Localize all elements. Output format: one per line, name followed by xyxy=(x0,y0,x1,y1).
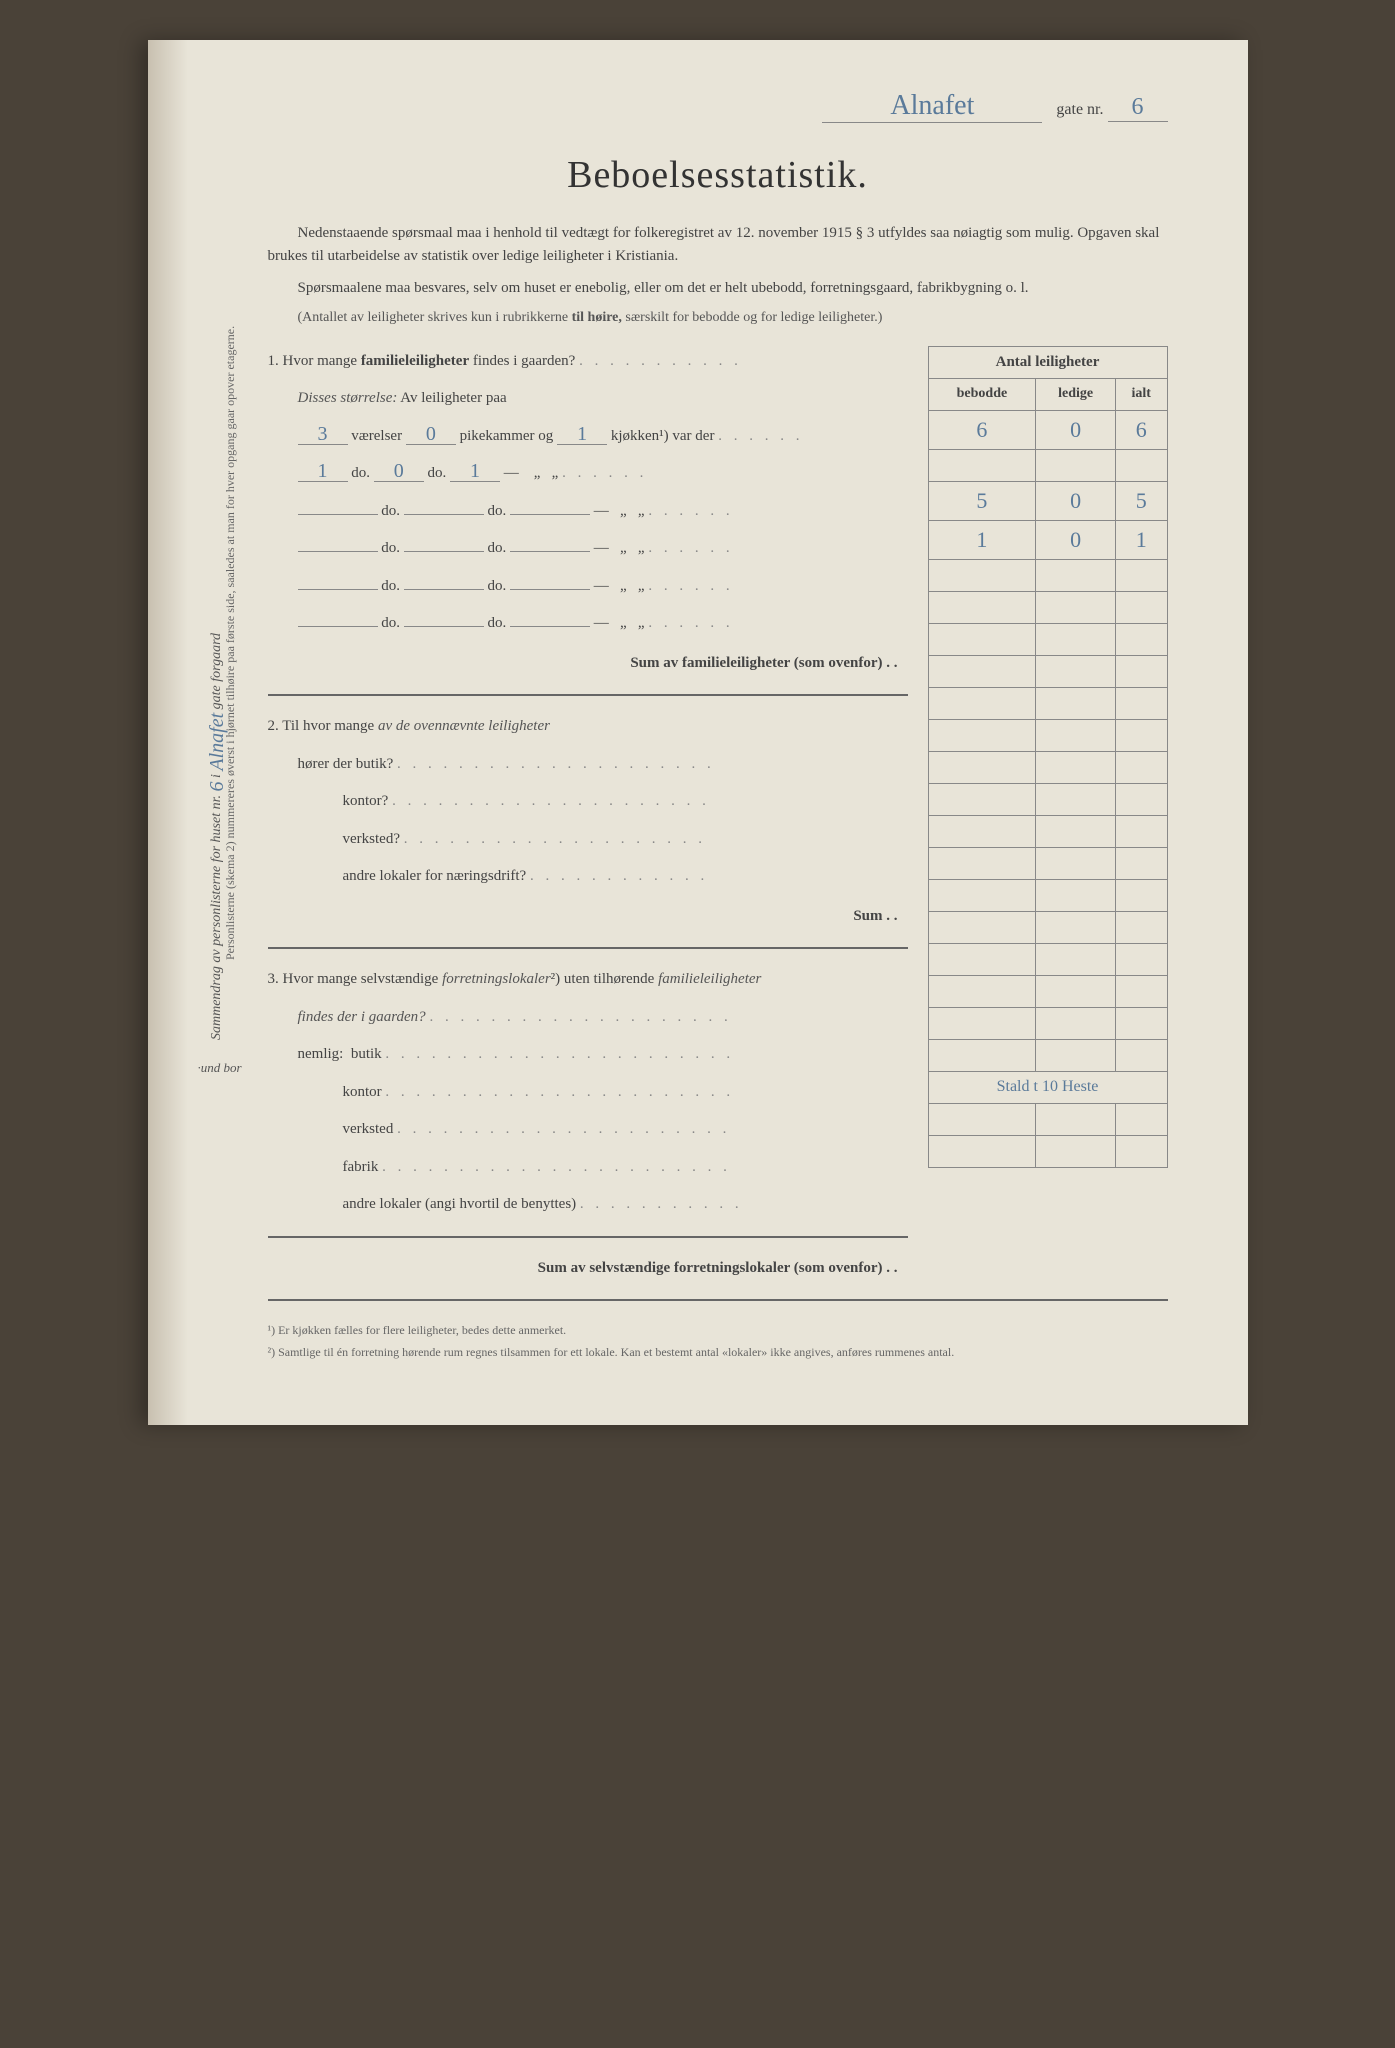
q3-verksted: verksted . . . . . . . . . . . . . . . .… xyxy=(268,1114,908,1146)
margin-i: i xyxy=(209,774,224,778)
q1-row2: 1 do. 0 do. 1 — „ „ . . . . . . xyxy=(268,458,908,490)
street-name: Alnafet xyxy=(822,90,1042,123)
q3-fabrik: fabrik . . . . . . . . . . . . . . . . .… xyxy=(268,1152,908,1184)
cell: 6 xyxy=(1115,410,1167,449)
footnotes: ¹) Er kjøkken fælles for flere leilighet… xyxy=(268,1321,1168,1361)
intro-2: Spørsmaalene maa besvares, selv om huset… xyxy=(268,277,1168,300)
th-main: Antal leiligheter xyxy=(928,346,1167,378)
q3-andre: andre lokaler (angi hvortil de benyttes)… xyxy=(268,1189,908,1221)
cell: 1 xyxy=(928,520,1036,559)
cell: 0 xyxy=(1036,481,1116,520)
cell: 5 xyxy=(1115,481,1167,520)
cell: 0 xyxy=(1036,410,1116,449)
q2-verksted: verksted? . . . . . . . . . . . . . . . … xyxy=(268,824,908,856)
footnote-1: ¹) Er kjøkken fælles for flere leilighet… xyxy=(268,1321,1168,1339)
cell: 1 xyxy=(1115,520,1167,559)
cell: 6 xyxy=(928,410,1036,449)
q1-row6: do. do. — „ „ . . . . . . xyxy=(268,608,908,640)
q3-kontor: kontor . . . . . . . . . . . . . . . . .… xyxy=(268,1077,908,1109)
rule-1 xyxy=(268,694,908,696)
page-title: Beboelsesstatistik. xyxy=(268,153,1168,197)
row-2: 1 0 1 xyxy=(928,520,1167,559)
q3: 3. Hvor mange selvstændige forretningslo… xyxy=(268,964,908,996)
q1-disses: Disses størrelse: Av leiligheter paa xyxy=(268,383,908,415)
und-bor: ·und bor xyxy=(198,1060,242,1076)
q3-sum: Sum av selvstændige forretningslokaler (… xyxy=(268,1253,908,1285)
q1: 1. Hvor mange familieleiligheter findes … xyxy=(268,346,908,378)
q1-row3: do. do. — „ „ . . . . . . xyxy=(268,496,908,528)
q2-andre: andre lokaler for næringsdrift? . . . . … xyxy=(268,861,908,893)
q2-sum: Sum . . xyxy=(268,901,908,933)
rule-bottom xyxy=(268,1299,1168,1301)
row-total: 6 0 6 xyxy=(928,410,1167,449)
content-area: Antal leiligheter bebodde ledige ialt 6 … xyxy=(268,346,1168,1285)
rule-3 xyxy=(268,1236,908,1238)
q1-row1: 3 værelser 0 pikekammer og 1 kjøkken¹) v… xyxy=(268,421,908,453)
cell: 0 xyxy=(1036,520,1116,559)
margin-line2: Personlisterne (skema 2) nummereres øver… xyxy=(223,160,238,960)
binding-edge xyxy=(148,40,188,1425)
fabrik-note: Stald t 10 Heste xyxy=(928,1071,1167,1103)
q3-findes: findes der i gaarden? . . . . . . . . . … xyxy=(268,1002,908,1034)
document-page: Sammendrag av personlisterne for huset n… xyxy=(148,40,1248,1425)
th-ialt: ialt xyxy=(1115,378,1167,410)
rule-2 xyxy=(268,947,908,949)
th-bebodde: bebodde xyxy=(928,378,1036,410)
q3-butik: nemlig: butik . . . . . . . . . . . . . … xyxy=(268,1039,908,1071)
margin-forgaard: forgaard xyxy=(209,633,224,682)
margin-gate: gate xyxy=(209,685,224,709)
row-fabrik: Stald t 10 Heste xyxy=(928,1071,1167,1103)
footnote-2: ²) Samtlige til én forretning hørende ru… xyxy=(268,1343,1168,1361)
q1-row4: do. do. — „ „ . . . . . . xyxy=(268,533,908,565)
q2-butik: hører der butik? . . . . . . . . . . . .… xyxy=(268,749,908,781)
count-table-area: Antal leiligheter bebodde ledige ialt 6 … xyxy=(928,346,1168,1168)
q2-kontor: kontor? . . . . . . . . . . . . . . . . … xyxy=(268,786,908,818)
row-1: 5 0 5 xyxy=(928,481,1167,520)
gate-number: 6 xyxy=(1108,94,1168,122)
q2: 2. Til hvor mange av de ovennævnte leili… xyxy=(268,711,908,743)
note: (Antallet av leiligheter skrives kun i r… xyxy=(268,310,1168,326)
intro-1: Nedenstaaende spørsmaal maa i henhold ti… xyxy=(268,222,1168,267)
q1-sum: Sum av familieleiligheter (som ovenfor) … xyxy=(268,648,908,680)
gate-label: gate nr. xyxy=(1056,101,1103,118)
count-table: Antal leiligheter bebodde ledige ialt 6 … xyxy=(928,346,1168,1168)
header-line: Alnafet gate nr. 6 xyxy=(268,90,1168,123)
th-ledige: ledige xyxy=(1036,378,1116,410)
margin-line1: Sammendrag av personlisterne for huset n… xyxy=(209,795,224,1040)
cell: 5 xyxy=(928,481,1036,520)
q1-row5: do. do. — „ „ . . . . . . xyxy=(268,571,908,603)
